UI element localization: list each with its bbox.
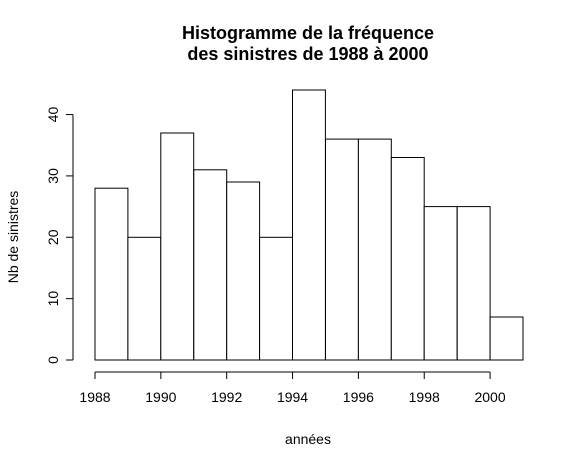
x-tick-label: 2000 — [474, 389, 505, 405]
y-tick-label: 0 — [45, 356, 61, 364]
bar — [489, 316, 524, 361]
chart-title-line-2: des sinistres de 1988 à 2000 — [187, 44, 428, 64]
bar — [94, 187, 129, 361]
bars-group — [94, 89, 524, 361]
y-axis-label: Nb de sinistres — [5, 191, 21, 284]
x-tick-label: 1990 — [145, 389, 176, 405]
y-tick-label: 30 — [45, 168, 61, 184]
bar — [127, 236, 162, 361]
y-tick-label: 40 — [45, 107, 61, 123]
bar — [325, 138, 359, 361]
x-tick-label: 1998 — [409, 389, 440, 405]
bar — [160, 132, 195, 361]
x-tick-label: 1992 — [211, 389, 242, 405]
x-tick-label: 1996 — [343, 389, 374, 405]
bar — [423, 206, 458, 361]
y-tick-label: 10 — [45, 291, 61, 307]
x-axis-label: années — [285, 431, 331, 447]
x-axis: 1988 1990 1992 1994 1996 1998 2000 — [79, 371, 506, 405]
bar — [259, 236, 294, 361]
bar — [357, 138, 392, 361]
bar — [292, 89, 326, 361]
bar — [226, 181, 261, 361]
x-tick-label: 1988 — [79, 389, 110, 405]
y-tick-label: 20 — [45, 229, 61, 245]
x-tick-label: 1994 — [277, 389, 308, 405]
chart-title-line-1: Histogramme de la fréquence — [182, 23, 434, 43]
y-axis: 0 10 20 30 40 — [45, 107, 74, 364]
bar — [390, 157, 425, 361]
bar — [193, 169, 228, 361]
bar — [456, 206, 491, 361]
